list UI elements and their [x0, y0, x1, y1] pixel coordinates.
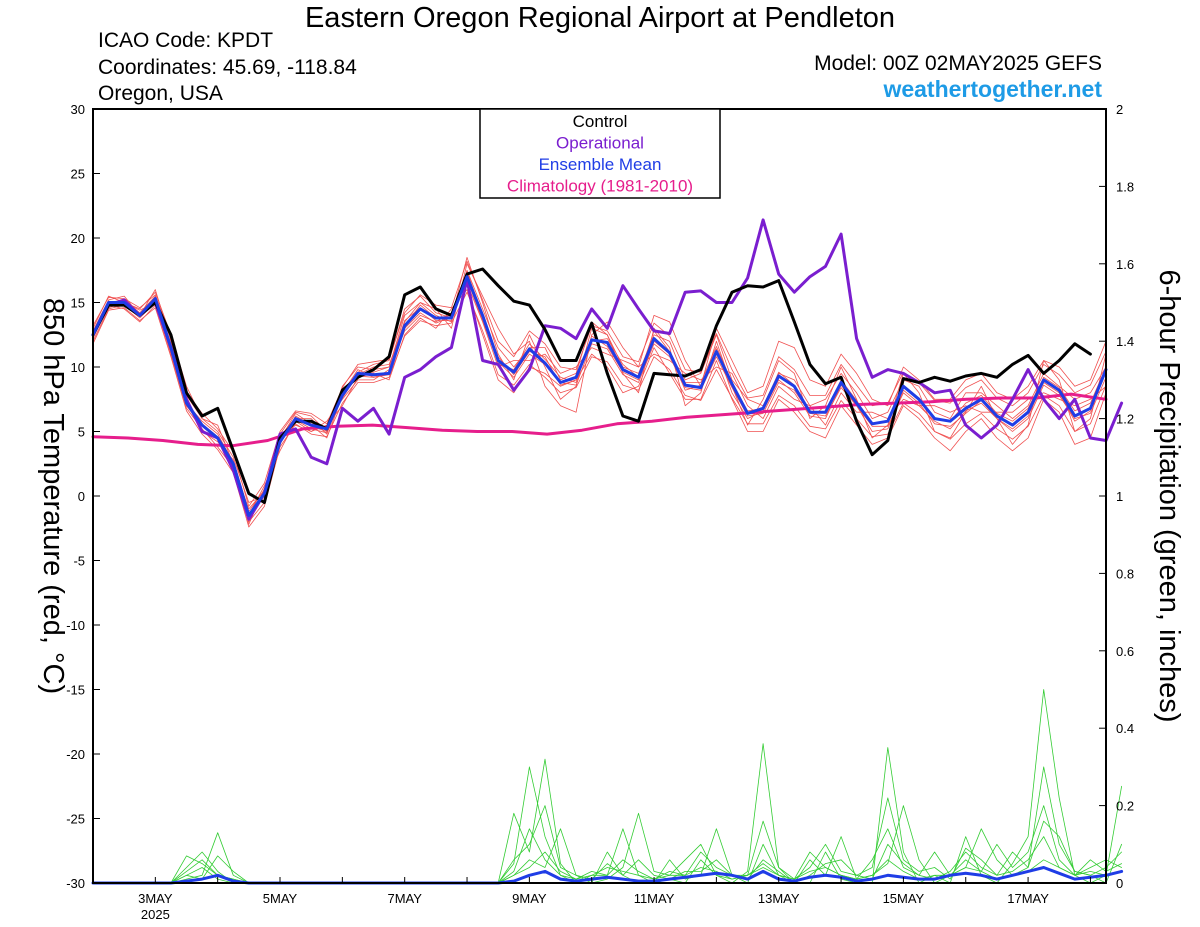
x-tick-label: 11MAY: [634, 891, 675, 906]
x-tick-label: 5MAY: [263, 891, 298, 906]
legend-box: [479, 108, 721, 199]
left-tick-label: -30: [66, 876, 85, 891]
left-tick-label: -10: [66, 618, 85, 633]
right-tick-label: 1.6: [1116, 257, 1134, 272]
plot-frame: [92, 108, 1107, 884]
precip-member-line-2: [92, 758, 1122, 884]
temp-member-line-5: [92, 269, 1107, 503]
x-tick-label: 7MAY: [387, 891, 422, 906]
right-tick-label: 0.6: [1116, 644, 1134, 659]
main-series: [91, 218, 1124, 885]
temp-member-line-8: [92, 291, 1107, 528]
left-tick-label: -25: [66, 812, 85, 827]
site-link[interactable]: weathertogether.net: [883, 76, 1102, 102]
left-axis: -30 -25 -20 -15 -10 -5 0 5 10 15 20 25 30: [66, 102, 100, 891]
control-line: [91, 267, 1092, 504]
left-tick-label: 15: [71, 296, 85, 311]
ensemble-mean-line: [91, 275, 1108, 517]
right-tick-label: 1.8: [1116, 179, 1134, 194]
left-tick-label: -20: [66, 747, 85, 762]
right-tick-label: 0.2: [1116, 799, 1134, 814]
precip-member-line-3: [92, 805, 1122, 884]
legend-entry: Climatology (1981-2010): [507, 177, 693, 196]
model-run: Model: 00Z 02MAY2025 GEFS: [814, 52, 1102, 75]
icao-code: ICAO Code: KPDT: [98, 29, 274, 52]
region: Oregon, USA: [98, 82, 223, 105]
chart-title: Eastern Oregon Regional Airport at Pendl…: [304, 2, 896, 34]
x-tick-label: 15MAY: [883, 891, 925, 906]
left-tick-label: 30: [71, 102, 85, 117]
left-tick-label: -5: [73, 554, 85, 569]
legend: Control Operational Ensemble Mean Climatolo…: [479, 108, 721, 199]
legend-entry: Ensemble Mean: [539, 155, 662, 174]
legend-entry: Control: [573, 112, 628, 131]
right-tick-label: 0.8: [1116, 566, 1134, 581]
right-axis: 0 0.2 0.4 0.6 0.8 1 1.2 1.4 1.6 1.8 2: [1099, 102, 1134, 891]
left-tick-label: -15: [66, 683, 85, 698]
x-tick-label: 13MAY: [758, 891, 800, 906]
right-tick-label: 1.2: [1116, 412, 1134, 427]
right-tick-label: 0.4: [1116, 721, 1134, 736]
temp-member-line-4: [92, 289, 1107, 516]
y-axis-label-left: 850 hPa Temperature (red, °C): [37, 298, 69, 694]
temp-member-line-9: [92, 271, 1107, 510]
x-tick-label: 3MAY: [138, 891, 173, 906]
temp-member-line-7: [92, 260, 1107, 507]
right-tick-label: 1: [1116, 489, 1123, 504]
climatology-line: [91, 392, 1108, 448]
legend-entry: Operational: [556, 134, 644, 153]
precipitation-members: [92, 689, 1122, 884]
right-tick-label: 1.4: [1116, 334, 1134, 349]
left-tick-label: 20: [71, 231, 85, 246]
x-year-label: 2025: [141, 907, 170, 922]
coordinates: Coordinates: 45.69, -118.84: [98, 56, 357, 79]
left-tick-label: 10: [71, 360, 85, 375]
right-tick-label: 2: [1116, 102, 1123, 117]
left-tick-label: 25: [71, 167, 85, 182]
right-tick-label: 0: [1116, 876, 1123, 891]
x-tick-label: 17MAY: [1007, 891, 1049, 906]
left-tick-label: 5: [78, 425, 85, 440]
x-axis: 3MAY 5MAY 7MAY 9MAY 11MAY 13MAY 15MAY 17MAY 2025: [92, 877, 1091, 922]
x-tick-label: 9MAY: [512, 891, 547, 906]
left-tick-label: 0: [78, 489, 85, 504]
y-axis-label-right: 6-hour Precipitation (green, inches): [1153, 270, 1185, 723]
